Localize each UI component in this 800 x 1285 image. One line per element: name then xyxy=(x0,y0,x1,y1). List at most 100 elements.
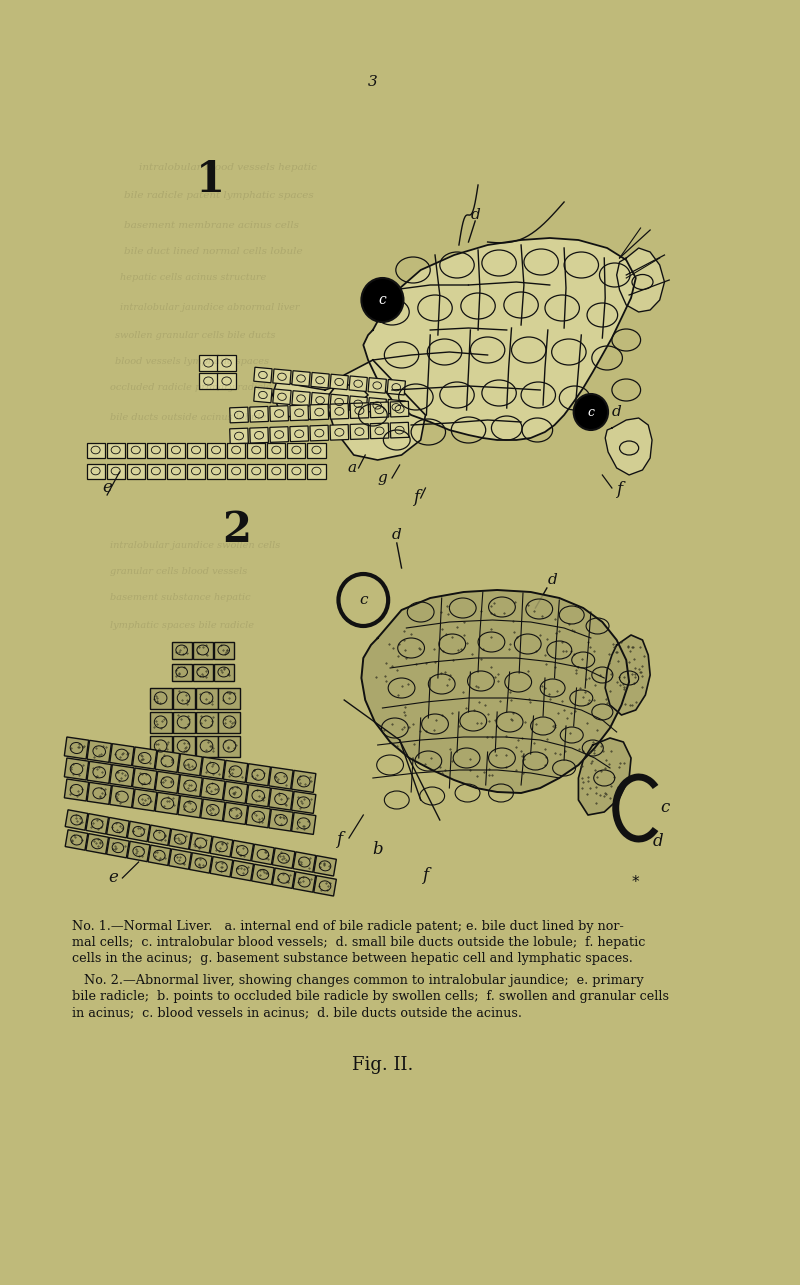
Polygon shape xyxy=(368,397,386,414)
Polygon shape xyxy=(187,442,205,457)
Polygon shape xyxy=(106,464,125,478)
Polygon shape xyxy=(150,712,172,732)
Text: f: f xyxy=(336,831,342,848)
Text: 3: 3 xyxy=(368,75,378,89)
Polygon shape xyxy=(173,687,194,708)
Polygon shape xyxy=(201,799,225,821)
Text: c: c xyxy=(359,592,367,607)
Polygon shape xyxy=(330,403,349,419)
Polygon shape xyxy=(64,738,89,759)
Text: e: e xyxy=(102,479,112,496)
Polygon shape xyxy=(217,355,236,371)
Polygon shape xyxy=(155,771,179,793)
Polygon shape xyxy=(362,590,629,793)
Polygon shape xyxy=(193,663,213,681)
Polygon shape xyxy=(246,806,270,828)
Polygon shape xyxy=(227,464,246,478)
Text: f: f xyxy=(413,490,419,506)
Polygon shape xyxy=(293,871,316,892)
Polygon shape xyxy=(172,663,192,681)
Text: c: c xyxy=(660,799,669,816)
Polygon shape xyxy=(269,810,293,831)
Polygon shape xyxy=(370,402,389,418)
Polygon shape xyxy=(133,768,157,790)
Polygon shape xyxy=(210,837,233,857)
Polygon shape xyxy=(207,464,225,478)
Polygon shape xyxy=(246,785,270,807)
Text: d: d xyxy=(548,573,558,587)
Polygon shape xyxy=(314,875,336,896)
Text: in acinus;  c. blood vessels in acinus;  d. bile ducts outside the acinus.: in acinus; c. blood vessels in acinus; d… xyxy=(72,1006,522,1019)
Polygon shape xyxy=(106,838,130,858)
Text: c: c xyxy=(587,406,594,419)
Polygon shape xyxy=(190,833,212,853)
Polygon shape xyxy=(86,464,105,478)
Polygon shape xyxy=(133,789,157,811)
Polygon shape xyxy=(87,783,111,804)
Polygon shape xyxy=(387,379,406,394)
Polygon shape xyxy=(617,248,665,312)
Polygon shape xyxy=(167,464,185,478)
Polygon shape xyxy=(310,425,329,441)
Text: e: e xyxy=(108,870,118,887)
Polygon shape xyxy=(110,744,134,766)
Polygon shape xyxy=(363,238,636,439)
Text: bile ducts outside acinus lobule: bile ducts outside acinus lobule xyxy=(110,414,266,423)
Polygon shape xyxy=(350,402,369,419)
Polygon shape xyxy=(169,849,191,869)
Polygon shape xyxy=(150,687,172,708)
Polygon shape xyxy=(307,464,326,478)
Polygon shape xyxy=(201,757,225,779)
Polygon shape xyxy=(231,840,254,861)
Text: No. 2.—Abnormal liver, showing changes common to intralobular jaundice;  e. prim: No. 2.—Abnormal liver, showing changes c… xyxy=(72,974,643,987)
Polygon shape xyxy=(126,442,145,457)
Polygon shape xyxy=(606,635,650,714)
Polygon shape xyxy=(273,380,368,420)
Polygon shape xyxy=(172,641,192,658)
Polygon shape xyxy=(207,442,225,457)
Polygon shape xyxy=(214,663,234,681)
Polygon shape xyxy=(169,829,191,849)
Polygon shape xyxy=(199,373,218,389)
Polygon shape xyxy=(87,740,111,762)
Text: mal cells;  c. intralobular blood vessels;  d. small bile ducts outside the lobu: mal cells; c. intralobular blood vessels… xyxy=(72,935,645,950)
Polygon shape xyxy=(218,687,241,708)
Polygon shape xyxy=(307,442,326,457)
Polygon shape xyxy=(223,761,248,783)
Polygon shape xyxy=(223,781,248,803)
Polygon shape xyxy=(178,754,202,776)
Text: granular cells blood vessels: granular cells blood vessels xyxy=(110,568,247,577)
Polygon shape xyxy=(65,810,88,830)
Polygon shape xyxy=(606,418,652,475)
Polygon shape xyxy=(293,852,316,873)
Text: lymphatic spaces bile radicle: lymphatic spaces bile radicle xyxy=(110,621,254,630)
Text: basement membrane acinus cells: basement membrane acinus cells xyxy=(124,221,299,230)
Polygon shape xyxy=(230,428,248,443)
Polygon shape xyxy=(230,407,248,423)
Polygon shape xyxy=(291,812,316,834)
Text: 1: 1 xyxy=(196,159,225,200)
Polygon shape xyxy=(231,861,254,880)
Polygon shape xyxy=(252,844,274,865)
Polygon shape xyxy=(155,793,179,815)
Polygon shape xyxy=(290,425,309,442)
Text: d: d xyxy=(612,405,622,419)
Polygon shape xyxy=(86,813,109,834)
Polygon shape xyxy=(370,423,389,438)
Polygon shape xyxy=(106,817,130,838)
Polygon shape xyxy=(64,758,89,780)
Polygon shape xyxy=(214,641,234,658)
Polygon shape xyxy=(270,406,289,421)
Polygon shape xyxy=(150,735,172,757)
Polygon shape xyxy=(290,405,309,420)
Polygon shape xyxy=(190,853,212,873)
Polygon shape xyxy=(291,771,316,793)
Text: d: d xyxy=(653,834,663,851)
Polygon shape xyxy=(187,464,205,478)
Polygon shape xyxy=(330,374,348,389)
Text: 2: 2 xyxy=(222,509,252,551)
Polygon shape xyxy=(250,428,269,443)
Polygon shape xyxy=(110,785,134,808)
Polygon shape xyxy=(390,401,409,416)
Text: intralobular jaundice abnormal liver: intralobular jaundice abnormal liver xyxy=(119,303,299,312)
